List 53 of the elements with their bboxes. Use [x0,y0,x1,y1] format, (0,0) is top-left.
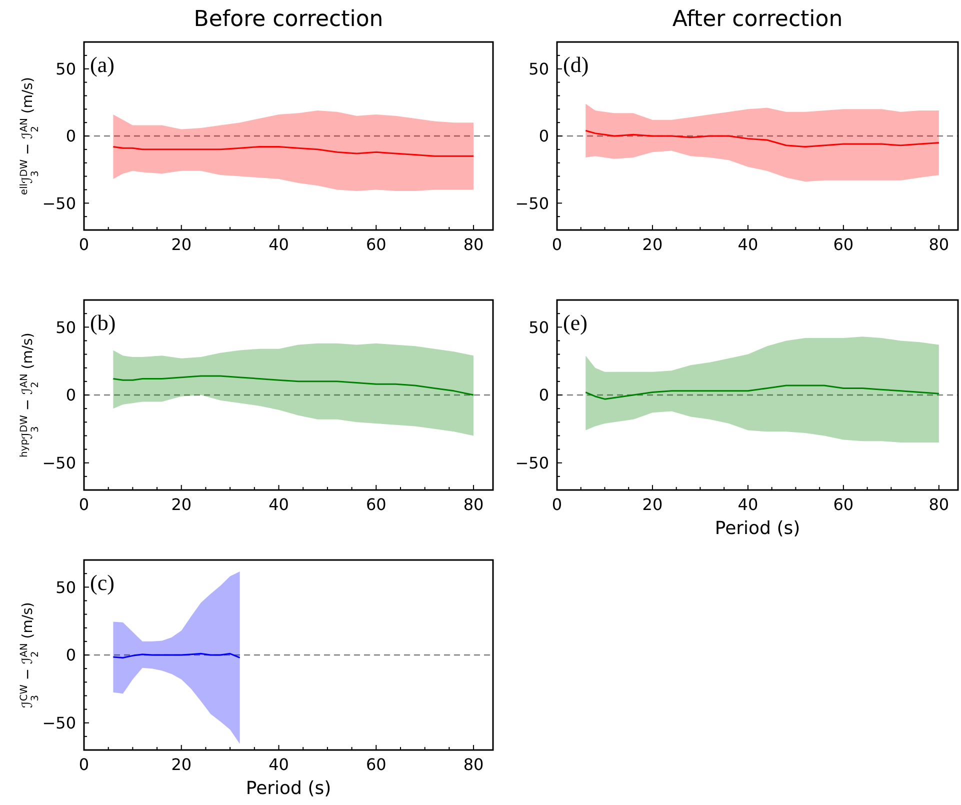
x-tick-label: 80 [463,235,484,254]
chart-title: After correction [672,7,843,32]
x-tick-label: 80 [928,495,950,514]
y-tick-label: 50 [56,59,76,78]
y-tick-label: 0 [66,646,76,665]
y-tick-label: 50 [528,59,549,78]
x-tick-label: 60 [833,235,854,254]
x-tick-label: 0 [78,755,90,774]
x-tick-label: 20 [642,235,663,254]
x-tick-label: 20 [642,495,663,514]
x-tick-label: 40 [268,235,289,254]
y-tick-label: 50 [56,578,76,597]
x-tick-label: 40 [268,495,289,514]
y-tick-label: −50 [42,194,76,213]
annotation: (b) [90,310,116,335]
line-series [584,384,940,400]
y-tick-label: 0 [66,126,76,146]
x-tick-label: 60 [366,495,386,514]
y-tick-label: 0 [538,126,549,146]
y-tick-label: 0 [538,386,549,405]
x-tick-label: 60 [366,235,386,254]
x-tick-label: 60 [366,755,386,774]
annotation: (d) [563,52,589,77]
x-tick-label: 40 [738,495,758,514]
x-tick-label: 40 [268,755,289,774]
x-tick-label: 20 [171,235,192,254]
chart-title: Before correction [194,7,384,32]
y-tick-label: −50 [515,453,549,472]
annotation: (c) [90,570,114,595]
y-tick-label: 50 [528,318,549,337]
x-tick-label: 0 [552,235,562,254]
x-tick-label: 80 [463,495,484,514]
x-tick-label: 40 [738,235,758,254]
line-series [584,130,940,148]
x-tick-label: 60 [833,495,854,514]
annotation: (a) [90,52,114,77]
line-series [112,146,474,157]
y-tick-label: −50 [42,453,76,472]
x-tick-label: 0 [78,235,90,254]
y-tick-label: −50 [515,194,549,213]
line-series [112,375,474,396]
y-tick-label: −50 [42,713,76,732]
x-tick-label: 80 [928,235,950,254]
x-tick-label: 80 [463,755,484,774]
x-tick-label: 0 [552,495,562,514]
x-tick-label: 0 [78,495,90,514]
x-tick-label: 20 [171,755,192,774]
x-tick-label: 20 [171,495,192,514]
y-tick-label: 50 [56,318,76,337]
x-axis-title: Period (s) [714,518,800,539]
annotation: (e) [563,310,588,335]
y-tick-label: 0 [66,386,76,405]
x-axis-title: Period (s) [246,778,332,799]
